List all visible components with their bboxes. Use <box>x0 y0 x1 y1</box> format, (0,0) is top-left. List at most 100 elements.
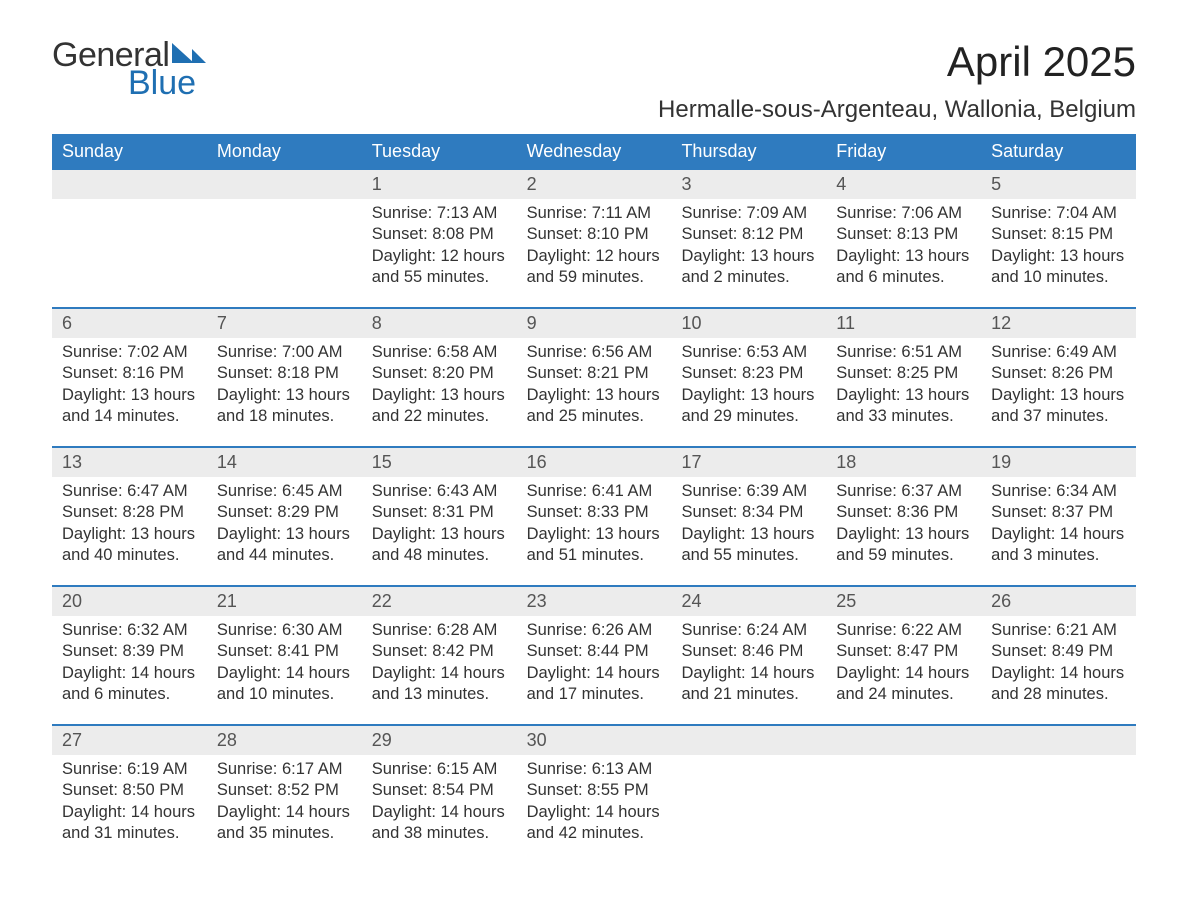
day-number: 20 <box>52 587 207 616</box>
sunrise-text: Sunrise: 6:43 AM <box>372 481 507 502</box>
day-number: 27 <box>52 726 207 755</box>
calendar-week: 6789101112Sunrise: 7:02 AMSunset: 8:16 P… <box>52 307 1136 446</box>
day-cell: Sunrise: 6:32 AMSunset: 8:39 PMDaylight:… <box>52 616 207 724</box>
sunrise-text: Sunrise: 6:58 AM <box>372 342 507 363</box>
day-cell: Sunrise: 7:06 AMSunset: 8:13 PMDaylight:… <box>826 199 981 307</box>
sunrise-text: Sunrise: 6:49 AM <box>991 342 1126 363</box>
sunset-text: Sunset: 8:33 PM <box>527 502 662 523</box>
sunset-text: Sunset: 8:55 PM <box>527 780 662 801</box>
day-cell: Sunrise: 6:58 AMSunset: 8:20 PMDaylight:… <box>362 338 517 446</box>
day-number: 11 <box>826 309 981 338</box>
day-number: 2 <box>517 170 672 199</box>
daylight-text: Daylight: 13 hours and 2 minutes. <box>681 246 816 289</box>
day-content-row: Sunrise: 6:47 AMSunset: 8:28 PMDaylight:… <box>52 477 1136 585</box>
day-cell: Sunrise: 6:22 AMSunset: 8:47 PMDaylight:… <box>826 616 981 724</box>
location-text: Hermalle-sous-Argenteau, Wallonia, Belgi… <box>658 96 1136 124</box>
daylight-text: Daylight: 14 hours and 35 minutes. <box>217 802 352 845</box>
sunset-text: Sunset: 8:41 PM <box>217 641 352 662</box>
sunrise-text: Sunrise: 6:47 AM <box>62 481 197 502</box>
day-number: 1 <box>362 170 517 199</box>
daylight-text: Daylight: 14 hours and 42 minutes. <box>527 802 662 845</box>
sunrise-text: Sunrise: 7:06 AM <box>836 203 971 224</box>
header-block: General Blue April 2025 Hermalle-sous-Ar… <box>52 38 1136 124</box>
day-number: 26 <box>981 587 1136 616</box>
sunset-text: Sunset: 8:08 PM <box>372 224 507 245</box>
sunrise-text: Sunrise: 6:37 AM <box>836 481 971 502</box>
sunset-text: Sunset: 8:34 PM <box>681 502 816 523</box>
day-cell <box>671 755 826 863</box>
day-cell: Sunrise: 6:19 AMSunset: 8:50 PMDaylight:… <box>52 755 207 863</box>
day-cell: Sunrise: 6:34 AMSunset: 8:37 PMDaylight:… <box>981 477 1136 585</box>
sunset-text: Sunset: 8:12 PM <box>681 224 816 245</box>
day-header: Monday <box>207 134 362 170</box>
day-number: 10 <box>671 309 826 338</box>
sunset-text: Sunset: 8:47 PM <box>836 641 971 662</box>
sunset-text: Sunset: 8:36 PM <box>836 502 971 523</box>
day-header: Wednesday <box>517 134 672 170</box>
daylight-text: Daylight: 14 hours and 24 minutes. <box>836 663 971 706</box>
sunset-text: Sunset: 8:26 PM <box>991 363 1126 384</box>
day-header: Sunday <box>52 134 207 170</box>
day-number <box>52 170 207 199</box>
day-cell: Sunrise: 6:45 AMSunset: 8:29 PMDaylight:… <box>207 477 362 585</box>
day-number: 17 <box>671 448 826 477</box>
day-content-row: Sunrise: 6:32 AMSunset: 8:39 PM Daylight:… <box>52 616 1136 724</box>
sunrise-text: Sunrise: 6:56 AM <box>527 342 662 363</box>
sunset-text: Sunset: 8:31 PM <box>372 502 507 523</box>
day-number: 8 <box>362 309 517 338</box>
daylight-text: Daylight: 14 hours and 17 minutes. <box>527 663 662 706</box>
day-number: 19 <box>981 448 1136 477</box>
daylight-text: Daylight: 14 hours and 38 minutes. <box>372 802 507 845</box>
day-number: 22 <box>362 587 517 616</box>
sunrise-text: Sunrise: 6:34 AM <box>991 481 1126 502</box>
daylight-text: Daylight: 13 hours and 40 minutes. <box>62 524 197 567</box>
day-number-row: 27282930 <box>52 726 1136 755</box>
sunrise-text: Sunrise: 6:32 AM <box>62 620 197 641</box>
day-number <box>671 726 826 755</box>
day-number <box>981 726 1136 755</box>
sunset-text: Sunset: 8:44 PM <box>527 641 662 662</box>
day-content-row: Sunrise: 7:02 AMSunset: 8:16 PMDaylight:… <box>52 338 1136 446</box>
logo: General Blue <box>52 38 206 100</box>
sunset-text: Sunset: 8:10 PM <box>527 224 662 245</box>
day-number: 12 <box>981 309 1136 338</box>
day-number: 24 <box>671 587 826 616</box>
day-number: 13 <box>52 448 207 477</box>
daylight-text: Daylight: 14 hours and 3 minutes. <box>991 524 1126 567</box>
day-cell: Sunrise: 6:15 AMSunset: 8:54 PMDaylight:… <box>362 755 517 863</box>
daylight-text: Daylight: 13 hours and 25 minutes. <box>527 385 662 428</box>
sunset-text: Sunset: 8:50 PM <box>62 780 197 801</box>
day-header: Saturday <box>981 134 1136 170</box>
sunset-text: Sunset: 8:23 PM <box>681 363 816 384</box>
sunset-text: Sunset: 8:13 PM <box>836 224 971 245</box>
daylight-text: Daylight: 13 hours and 29 minutes. <box>681 385 816 428</box>
calendar-week: 27282930Sunrise: 6:19 AMSunset: 8:50 PMD… <box>52 724 1136 863</box>
day-cell: Sunrise: 6:13 AMSunset: 8:55 PMDaylight:… <box>517 755 672 863</box>
day-cell: Sunrise: 6:47 AMSunset: 8:28 PMDaylight:… <box>52 477 207 585</box>
sunrise-text: Sunrise: 6:45 AM <box>217 481 352 502</box>
sunrise-text: Sunrise: 7:02 AM <box>62 342 197 363</box>
day-number: 5 <box>981 170 1136 199</box>
sunrise-text: Sunrise: 7:11 AM <box>527 203 662 224</box>
sunrise-text: Sunrise: 7:13 AM <box>372 203 507 224</box>
day-number <box>826 726 981 755</box>
day-number: 29 <box>362 726 517 755</box>
day-number: 21 <box>207 587 362 616</box>
day-number: 16 <box>517 448 672 477</box>
day-number: 3 <box>671 170 826 199</box>
sunrise-text: Sunrise: 7:04 AM <box>991 203 1126 224</box>
day-number: 6 <box>52 309 207 338</box>
day-number: 25 <box>826 587 981 616</box>
day-cell: Sunrise: 6:43 AMSunset: 8:31 PMDaylight:… <box>362 477 517 585</box>
day-cell: Sunrise: 6:28 AMSunset: 8:42 PMDaylight:… <box>362 616 517 724</box>
day-number: 9 <box>517 309 672 338</box>
day-cell <box>52 199 207 307</box>
daylight-text: Daylight: 14 hours and 21 minutes. <box>681 663 816 706</box>
day-header: Thursday <box>671 134 826 170</box>
daylight-text: Daylight: 13 hours and 18 minutes. <box>217 385 352 428</box>
day-cell: Sunrise: 7:13 AMSunset: 8:08 PMDaylight:… <box>362 199 517 307</box>
sunset-text: Sunset: 8:39 PM <box>62 641 197 662</box>
day-cell: Sunrise: 7:00 AMSunset: 8:18 PMDaylight:… <box>207 338 362 446</box>
daylight-text: Daylight: 13 hours and 51 minutes. <box>527 524 662 567</box>
day-cell: Sunrise: 6:37 AMSunset: 8:36 PMDaylight:… <box>826 477 981 585</box>
